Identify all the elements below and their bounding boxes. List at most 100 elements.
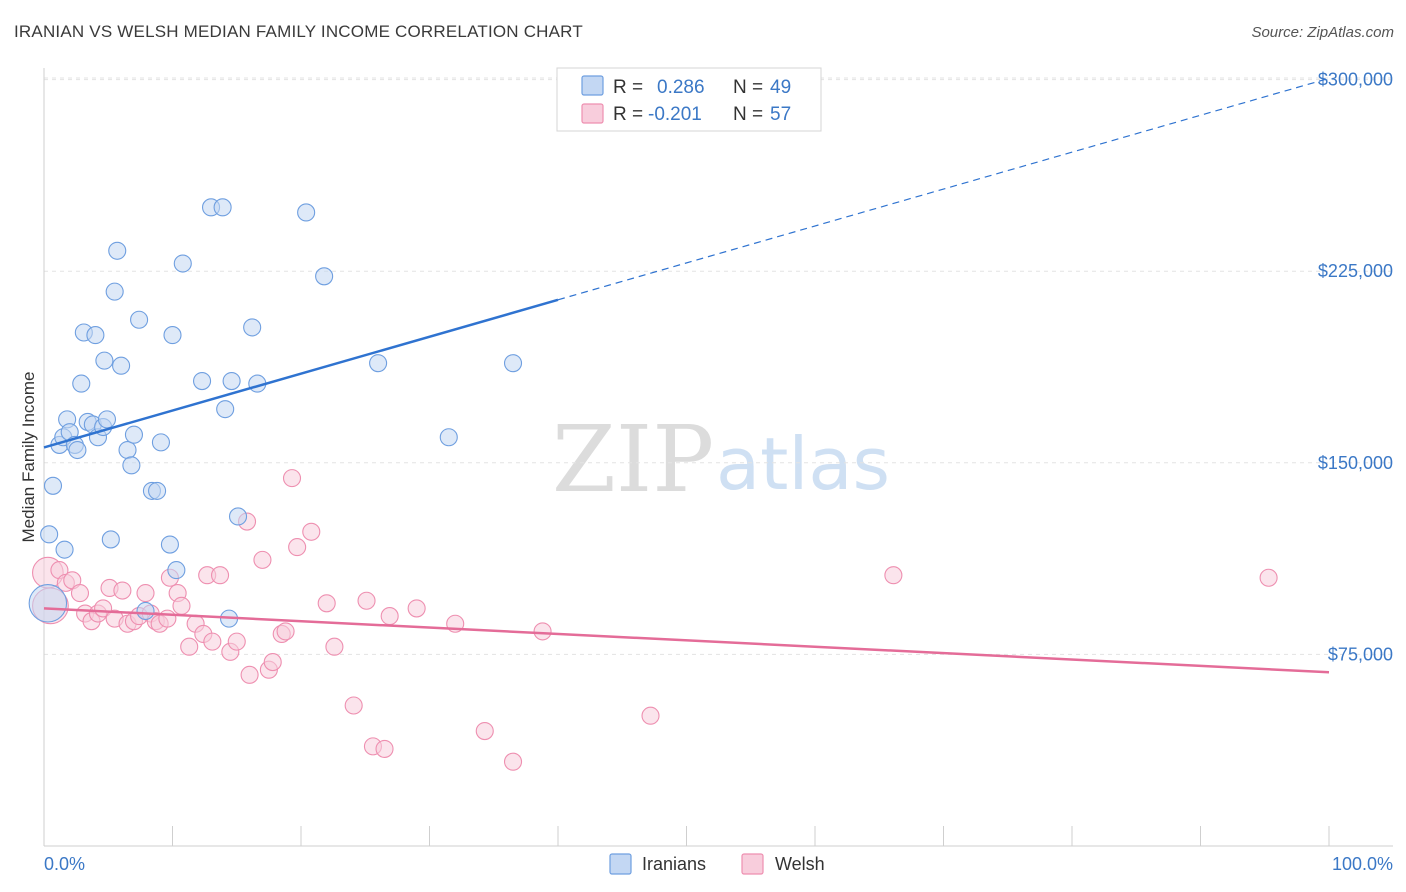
legend-r-label-iranians: R = [613, 77, 643, 98]
iranian-point [151, 433, 170, 452]
welsh-point [380, 607, 399, 626]
bottom-legend-label-welsh: Welsh [775, 854, 825, 874]
correlation-legend: R = 0.286 N = 49 R = -0.201 N = 57 [556, 67, 822, 132]
iranian-point [163, 326, 182, 345]
iranian-point [55, 540, 74, 559]
bottom-legend-swatch-welsh [741, 853, 764, 875]
welsh-point [240, 665, 259, 684]
legend-swatch-welsh [581, 103, 604, 124]
iranians-series [28, 198, 523, 628]
iranian-point [173, 254, 192, 273]
y-tick-label: $150,000 [1318, 453, 1393, 473]
welsh-point [180, 637, 199, 656]
iranian-point [216, 400, 235, 419]
legend-r-label-welsh: R = [613, 104, 643, 125]
y-tick-label: $225,000 [1318, 261, 1393, 281]
grid-lines [44, 77, 1393, 655]
welsh-point [172, 596, 191, 615]
welsh-point [475, 721, 494, 741]
y-tick-label: $300,000 [1318, 70, 1393, 90]
iranian-point [105, 282, 124, 301]
iranian-point [68, 440, 87, 460]
welsh-point [282, 469, 302, 488]
welsh-point [227, 632, 246, 651]
iranian-point [193, 372, 212, 391]
y-axis-tick-labels: $75,000 $150,000 $225,000 $300,000 [1318, 70, 1393, 665]
iranian-point [40, 525, 59, 544]
welsh-point [288, 538, 307, 557]
welsh-point [113, 581, 132, 600]
welsh-point [253, 550, 272, 569]
welsh-point [302, 522, 321, 541]
iranian-point [222, 372, 241, 391]
iranian-point [243, 318, 262, 337]
iranian-point [118, 440, 137, 460]
welsh-point [407, 599, 426, 618]
iranians-trend-extension [557, 77, 1330, 301]
welsh-point [1259, 568, 1278, 587]
x-axis-ticks [43, 826, 1330, 846]
welsh-point [203, 632, 222, 651]
iranian-point [72, 374, 91, 393]
iranian-point [148, 481, 167, 500]
legend-n-value-iranians: 49 [770, 77, 791, 98]
iranians-trend-line [43, 298, 559, 449]
x-tick-label-min: 0.0% [44, 854, 85, 874]
welsh-point [158, 609, 177, 628]
iranian-point [167, 561, 186, 580]
legend-n-label-welsh: N = [733, 104, 763, 125]
welsh-point [344, 696, 363, 715]
iranian-point [130, 310, 149, 329]
iranian-point [136, 601, 155, 621]
welsh-point [884, 566, 903, 585]
iranian-point [86, 326, 105, 345]
bottom-legend-label-iranians: Iranians [642, 854, 706, 874]
welsh-series [32, 469, 1278, 771]
watermark-atlas: atlas [716, 422, 890, 506]
watermark-zip: ZIP [552, 406, 714, 513]
iranian-point [124, 425, 143, 444]
series-legend: Iranians Welsh [609, 853, 825, 875]
iranian-point [122, 456, 141, 475]
legend-r-value-welsh: -0.201 [648, 104, 702, 125]
iranian-point [101, 530, 120, 549]
iranian-point [439, 428, 458, 447]
iranian-point [213, 198, 232, 217]
welsh-point [641, 706, 660, 725]
iranian-point [97, 410, 117, 429]
welsh-point [533, 622, 552, 641]
iranian-point [43, 476, 63, 495]
welsh-point [325, 637, 344, 656]
iranian-point [108, 241, 127, 260]
y-axis-label: Median Family Income [19, 371, 38, 542]
welsh-point [357, 591, 376, 610]
welsh-point [263, 653, 282, 672]
welsh-point [210, 566, 230, 585]
legend-r-value-iranians: 0.286 [657, 77, 705, 98]
trend-lines [43, 77, 1330, 674]
welsh-point [503, 752, 523, 771]
iranian-point [369, 354, 388, 373]
welsh-point [375, 739, 394, 758]
legend-n-value-welsh: 57 [770, 104, 791, 125]
iranian-point [228, 507, 248, 526]
welsh-point [70, 584, 90, 603]
iranian-point [160, 535, 179, 554]
iranian-point [112, 356, 131, 375]
x-tick-label-max: 100.0% [1332, 854, 1393, 874]
welsh-trend-line [43, 607, 1330, 674]
legend-n-label-iranians: N = [733, 77, 763, 98]
legend-swatch-iranians [581, 75, 604, 96]
iranian-point [28, 584, 68, 623]
iranian-point [297, 203, 316, 222]
iranian-point [315, 267, 334, 286]
chart-source: Source: ZipAtlas.com [1251, 24, 1394, 41]
welsh-point [317, 594, 336, 613]
iranian-point [95, 351, 114, 370]
bottom-legend-swatch-iranians [609, 853, 632, 875]
y-tick-label: $75,000 [1328, 644, 1393, 664]
welsh-point [136, 584, 155, 603]
iranian-point [503, 354, 523, 373]
chart-title: IRANIAN VS WELSH MEDIAN FAMILY INCOME CO… [14, 22, 583, 41]
